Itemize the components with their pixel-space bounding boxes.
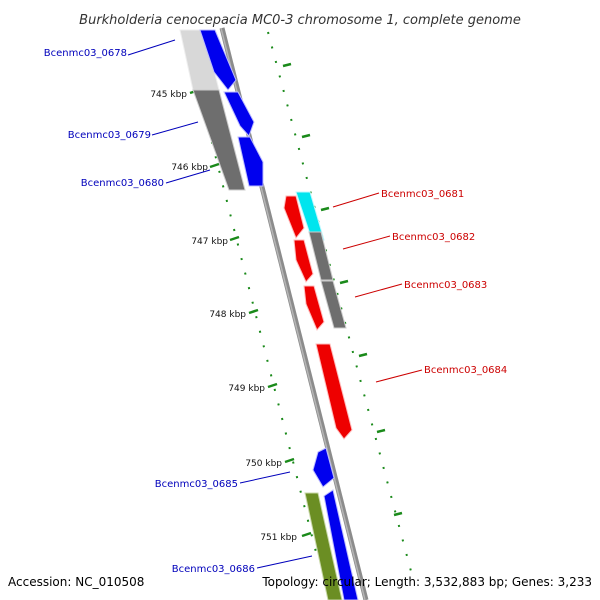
gene-arrow-0683[interactable] [303, 285, 325, 331]
gene-arrow-0684[interactable] [315, 343, 353, 440]
gene-arrow-0686[interactable] [323, 489, 359, 600]
gene-label-0678[interactable]: Bcenmc03_0678 [44, 48, 127, 59]
gene-label-0682[interactable]: Bcenmc03_0682 [392, 232, 475, 243]
cog-block [320, 280, 347, 329]
gene-arrow-0681[interactable] [283, 195, 305, 239]
cog-block [295, 191, 325, 241]
cog-band-left [179, 29, 347, 600]
ruler-tick [248, 308, 259, 315]
ruler-tick [301, 531, 312, 538]
ruler-tick [209, 162, 220, 169]
tick-label: 745 kbp [150, 90, 187, 100]
gene-label-0679[interactable]: Bcenmc03_0679 [68, 130, 151, 141]
gene-label-0685[interactable]: Bcenmc03_0685 [155, 479, 238, 490]
map-title: Burkholderia cenocepacia MC0-3 chromosom… [79, 13, 521, 28]
gene-arrow-0679[interactable] [223, 91, 255, 137]
gene-label-0680[interactable]: Bcenmc03_0680 [81, 178, 164, 189]
ruler-ticks: 745 kbp 746 kbp 747 kbp 748 kbp 749 kbp … [150, 88, 312, 543]
gene-label-0684[interactable]: Bcenmc03_0684 [424, 365, 507, 376]
gene-label-0683[interactable]: Bcenmc03_0683 [404, 280, 487, 291]
ruler-tick [229, 235, 240, 242]
gene-features [199, 29, 359, 600]
outer-track-dashes [282, 62, 403, 517]
callout-lines [127, 39, 423, 569]
gene-arrow-0682[interactable] [293, 239, 314, 283]
ruler-tick [284, 457, 295, 464]
gene-arrow-0685[interactable] [312, 447, 335, 488]
gene-arrow-0678[interactable] [199, 29, 237, 91]
tick-label: 749 kbp [228, 384, 265, 394]
cog-block [192, 89, 246, 191]
gene-arrow-0680[interactable] [237, 136, 264, 187]
tick-label: 751 kbp [260, 533, 297, 543]
gene-label-0681[interactable]: Bcenmc03_0681 [381, 189, 464, 200]
tick-label: 746 kbp [171, 163, 208, 173]
accession-text: Accession: NC_010508 [8, 575, 144, 589]
ruler-tick [267, 382, 278, 389]
genome-summary-text: Topology: circular; Length: 3,532,883 bp… [261, 575, 592, 589]
tick-label: 747 kbp [191, 237, 228, 247]
tick-label: 750 kbp [245, 459, 282, 469]
gene-label-0686[interactable]: Bcenmc03_0686 [172, 564, 255, 575]
tick-label: 748 kbp [209, 310, 246, 320]
gene-labels: Bcenmc03_0678 Bcenmc03_0679 Bcenmc03_068… [44, 48, 508, 575]
cog-block [308, 231, 334, 281]
cog-block [304, 492, 343, 600]
